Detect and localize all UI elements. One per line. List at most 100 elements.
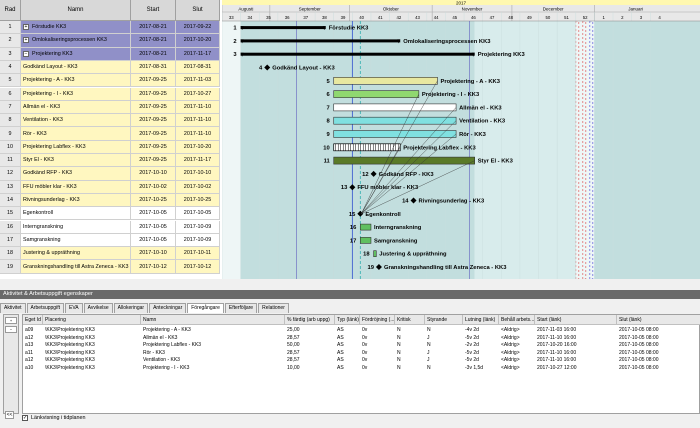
start-cell[interactable]: 2017-09-25 <box>131 154 176 167</box>
start-cell[interactable]: 2017-09-25 <box>131 87 176 100</box>
milestone-diamond[interactable] <box>349 184 356 191</box>
column-header[interactable]: % färdig (arb uppg) <box>285 315 335 325</box>
column-header[interactable]: Styrande <box>425 315 463 325</box>
table-row[interactable]: 13 FFU möbler klar - KK3 2017-10-02 2017… <box>0 180 220 194</box>
end-cell[interactable]: 2017-10-27 <box>176 87 220 100</box>
end-cell[interactable]: 2017-10-20 <box>176 34 220 47</box>
milestone-diamond[interactable] <box>264 64 271 71</box>
collapse-icon[interactable]: − <box>23 50 29 57</box>
table-row[interactable]: 12 Godkänd RFP - KK3 2017-10-10 2017-10-… <box>0 167 220 181</box>
task-bar[interactable] <box>333 116 457 125</box>
task-bar[interactable] <box>373 250 377 257</box>
task-name-cell[interactable]: − Projektering KK3 <box>21 47 131 60</box>
task-name-cell[interactable]: Samgranskning <box>21 233 131 247</box>
end-cell[interactable]: 2017-11-17 <box>176 154 220 167</box>
task-name-cell[interactable]: Godkänd RFP - KK3 <box>21 167 131 180</box>
table-row[interactable]: 5 Projektering - A - KK3 2017-09-25 2017… <box>0 74 220 88</box>
table-row[interactable]: a12 \KK3\Projektering KK3 Ventilation - KK… <box>23 356 700 364</box>
table-row[interactable]: 14 Rivningsunderlag - KK3 2017-10-25 201… <box>0 193 220 208</box>
task-bar[interactable] <box>333 77 438 85</box>
task-name-cell[interactable]: Ventilation - KK3 <box>21 114 131 127</box>
table-row[interactable]: 19 Granskningshandling till Astra Zeneca… <box>0 260 220 274</box>
summary-bar[interactable] <box>240 39 401 43</box>
start-cell[interactable]: 2017-10-12 <box>131 260 176 273</box>
task-bar[interactable] <box>360 223 372 231</box>
start-cell[interactable]: 2017-10-05 <box>131 207 176 220</box>
tab-anteckningar[interactable]: Anteckningar <box>149 303 187 313</box>
table-row[interactable]: 15 Egenkontroll 2017-10-05 2017-10-05 <box>0 207 220 221</box>
tab-relationer[interactable]: Relationer <box>258 303 289 313</box>
table-row[interactable]: 10 Projektering Labflex - KK3 2017-09-25… <box>0 140 220 154</box>
task-bar[interactable] <box>333 130 457 138</box>
table-row[interactable]: 4 Godkänd Layout - KK3 2017-08-31 2017-0… <box>0 60 220 75</box>
col-header-slut[interactable]: Slut <box>176 0 220 21</box>
task-name-cell[interactable]: Rör - KK3 <box>21 127 131 140</box>
table-row[interactable]: 16 Interngranskning 2017-10-05 2017-10-0… <box>0 220 220 234</box>
start-cell[interactable]: 2017-08-21 <box>131 34 176 47</box>
end-cell[interactable]: 2017-08-31 <box>176 60 220 74</box>
table-row[interactable]: 17 Samgranskning 2017-10-05 2017-10-09 <box>0 233 220 248</box>
table-row[interactable]: 7 Allmän el - KK3 2017-09-25 2017-11-10 <box>0 100 220 115</box>
task-name-cell[interactable]: Interngranskning <box>21 220 131 233</box>
table-row[interactable]: 8 Ventilation - KK3 2017-09-25 2017-11-1… <box>0 114 220 128</box>
task-bar[interactable] <box>360 237 372 244</box>
task-name-cell[interactable]: Egenkontroll <box>21 207 131 220</box>
end-cell[interactable]: 2017-11-10 <box>176 127 220 140</box>
end-cell[interactable]: 2017-11-17 <box>176 47 220 60</box>
table-row[interactable]: a09 \KK3\Projektering KK3 Projektering - A… <box>23 326 700 334</box>
end-cell[interactable]: 2017-10-10 <box>176 167 220 180</box>
gantt-chart[interactable]: 2017 Augusti September Oktober November Decem… <box>222 0 700 279</box>
start-cell[interactable]: 2017-09-25 <box>131 100 176 114</box>
end-cell[interactable]: 2017-10-09 <box>176 233 220 247</box>
task-bar[interactable] <box>333 103 457 112</box>
task-name-cell[interactable]: Godkänd Layout - KK3 <box>21 60 131 74</box>
column-header[interactable]: Fördröjning (... <box>360 315 395 325</box>
start-cell[interactable]: 2017-10-05 <box>131 233 176 247</box>
task-name-cell[interactable]: Rivningsunderlag - KK3 <box>21 193 131 207</box>
tab-efterföljare[interactable]: Efterföljare <box>224 303 258 313</box>
tab-avvikelse[interactable]: Avvikelse <box>83 303 113 313</box>
task-name-cell[interactable]: FFU möbler klar - KK3 <box>21 180 131 193</box>
end-cell[interactable]: 2017-10-05 <box>176 207 220 220</box>
table-row[interactable]: 2 + Omlokaliseringsprocessen KK3 2017-08-… <box>0 34 220 48</box>
column-header[interactable]: Placering <box>43 315 141 325</box>
end-cell[interactable]: 2017-10-20 <box>176 140 220 153</box>
task-name-cell[interactable]: + Förstudie KK3 <box>21 21 131 34</box>
table-row[interactable]: 6 Projektering - I - KK3 2017-09-25 2017… <box>0 87 220 101</box>
task-name-cell[interactable]: Projektering Labflex - KK3 <box>21 140 131 153</box>
end-cell[interactable]: 2017-10-25 <box>176 193 220 207</box>
end-cell[interactable]: 2017-10-11 <box>176 247 220 260</box>
start-cell[interactable]: 2017-10-10 <box>131 167 176 180</box>
column-header[interactable]: Typ (länk) <box>335 315 360 325</box>
tab-aktivitet[interactable]: Aktivitet <box>0 303 26 313</box>
task-name-cell[interactable]: + Omlokaliseringsprocessen KK3 <box>21 34 131 47</box>
col-header-rad[interactable]: Rad <box>0 0 21 21</box>
start-cell[interactable]: 2017-10-10 <box>131 247 176 260</box>
task-name-cell[interactable]: Projektering - A - KK3 <box>21 74 131 87</box>
end-cell[interactable]: 2017-09-22 <box>176 21 220 34</box>
end-cell[interactable]: 2017-10-09 <box>176 220 220 233</box>
table-row[interactable]: 18 Justering & uppräthning 2017-10-10 20… <box>0 247 220 261</box>
milestone-diamond[interactable] <box>375 264 382 270</box>
column-header[interactable]: Lutning (länk) <box>463 315 499 325</box>
table-row[interactable]: a10 \KK3\Projektering KK3 Projektering - I… <box>23 364 700 372</box>
task-name-cell[interactable]: Allmän el - KK3 <box>21 100 131 114</box>
column-header[interactable]: Kritisk <box>395 315 425 325</box>
milestone-diamond[interactable] <box>410 197 417 204</box>
tab-allokeringar[interactable]: Allokeringar <box>113 303 149 313</box>
milestone-diamond[interactable] <box>370 170 377 177</box>
end-cell[interactable]: 2017-10-02 <box>176 180 220 193</box>
task-name-cell[interactable]: Projektering - I - KK3 <box>21 87 131 100</box>
column-header[interactable]: Slut (länk) <box>617 315 700 325</box>
task-name-cell[interactable]: Justering & uppräthning <box>21 247 131 260</box>
collapse-button[interactable]: << <box>5 411 14 419</box>
start-cell[interactable]: 2017-10-25 <box>131 193 176 207</box>
tab-arbetsuppgift[interactable]: Arbetsuppgift <box>26 303 64 313</box>
column-header[interactable]: Eget Id <box>23 315 43 325</box>
col-header-start[interactable]: Start <box>131 0 176 21</box>
table-row[interactable]: a13 \KK3\Projektering KK3 Projektering Lab… <box>23 341 700 349</box>
summary-bar[interactable] <box>240 52 475 56</box>
start-cell[interactable]: 2017-09-25 <box>131 127 176 140</box>
tab-eva[interactable]: EVA <box>64 303 83 313</box>
start-cell[interactable]: 2017-10-05 <box>131 220 176 233</box>
